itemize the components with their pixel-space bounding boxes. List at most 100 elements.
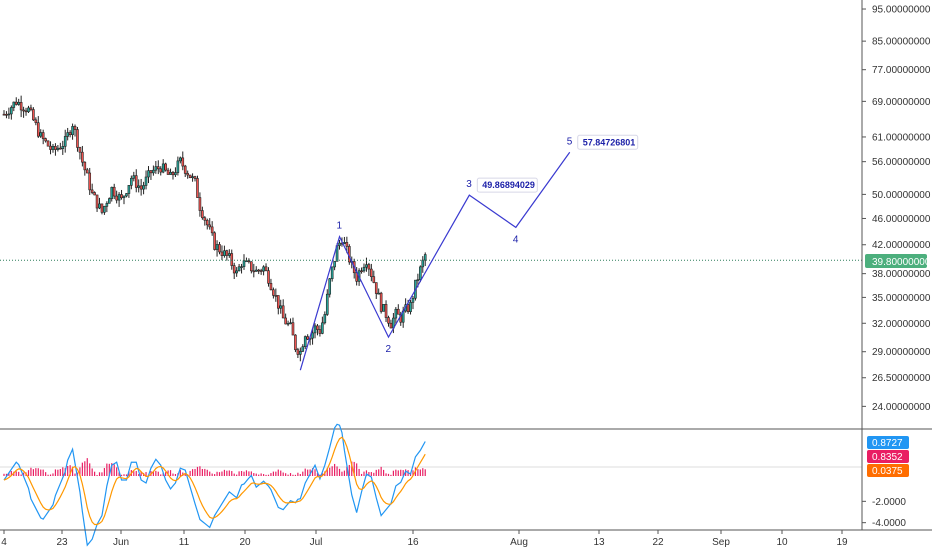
candle-up <box>394 308 398 319</box>
candle-down <box>264 266 268 271</box>
candle-up <box>423 254 427 261</box>
time-tick-label: Jul <box>310 537 323 548</box>
candle-down <box>379 292 383 312</box>
wave-label-2: 2 <box>385 344 391 355</box>
candle-up <box>421 259 425 268</box>
time-tick-label: 11 <box>179 537 190 548</box>
candle-down <box>81 151 84 163</box>
candle-down <box>2 113 6 116</box>
candle-up <box>245 260 248 263</box>
wave-label-1: 1 <box>337 221 343 232</box>
wave-callout-value: 49.86894029 <box>482 180 535 190</box>
time-tick-label: 13 <box>593 537 605 548</box>
macd-histogram <box>3 458 426 476</box>
price-tick-label: 35.00000000 <box>872 293 931 304</box>
candle-up <box>108 198 111 204</box>
candle-up <box>71 126 74 136</box>
candle-down <box>389 322 393 329</box>
candle-up <box>419 266 422 280</box>
candle-down <box>78 147 82 153</box>
price-tick-label: 32.00000000 <box>872 319 931 330</box>
candle-down <box>73 126 77 130</box>
wave-callout-box <box>577 134 639 150</box>
candle-down <box>149 170 153 174</box>
candle-up <box>328 278 332 295</box>
candle-up <box>17 102 20 105</box>
candle-down <box>183 165 187 174</box>
candle-up <box>313 325 317 334</box>
candle-up <box>130 177 133 186</box>
elliott-wave-path[interactable] <box>299 151 571 371</box>
wave-label-3: 3 <box>466 179 472 190</box>
candle-down <box>100 203 104 213</box>
candle-up <box>63 136 67 147</box>
candle-down <box>210 226 214 234</box>
price-pane[interactable]: 1 2 3 4 5 49.86894029 57.84726801 <box>0 95 862 371</box>
macd-pane[interactable] <box>0 423 862 547</box>
candle-down <box>367 264 371 270</box>
candle-down <box>203 217 207 221</box>
candle-up <box>12 101 16 108</box>
time-tick-label: 23 <box>56 537 68 548</box>
candle-down <box>284 317 287 325</box>
time-tick-labels: 4 23 Jun 11 20 Jul 16 Aug 13 22 Sep 10 19 <box>1 530 848 548</box>
candle-down <box>281 305 285 319</box>
macd-value-badge-bg <box>867 450 909 463</box>
candle-down <box>294 334 297 351</box>
candle-down <box>387 317 390 324</box>
candle-up <box>323 314 327 324</box>
macd-tick-label: -2.0000 <box>872 497 906 508</box>
candle-up <box>110 186 114 199</box>
candle-down <box>269 283 273 291</box>
candle-down <box>272 289 275 296</box>
candle-up <box>235 270 238 274</box>
candle-down <box>22 109 25 112</box>
candle-up <box>362 266 366 272</box>
candle-down <box>220 251 224 256</box>
candle-down <box>88 172 92 191</box>
macd-line <box>3 423 426 547</box>
candle-up <box>365 264 368 268</box>
candle-up <box>98 203 101 209</box>
candle-down <box>83 161 87 171</box>
candle-up <box>66 132 69 137</box>
price-tick-label: 24.00000000 <box>872 402 931 413</box>
time-axis[interactable]: 4 23 Jun 11 20 Jul 16 Aug 13 22 Sep 10 19 <box>0 529 932 548</box>
candle-series <box>2 95 427 362</box>
time-tick-label: 4 <box>1 537 7 548</box>
candle-down <box>76 129 79 148</box>
candle-down <box>257 269 260 272</box>
candle-down <box>291 322 295 336</box>
price-tick-label: 69.00000000 <box>872 97 931 108</box>
candle-down <box>259 270 263 272</box>
candle-down <box>54 146 57 150</box>
price-axis[interactable]: 95.00000000 85.00000000 77.00000000 69.0000… <box>861 0 931 530</box>
candle-up <box>152 169 155 174</box>
candle-up <box>7 113 11 116</box>
candle-down <box>134 175 138 188</box>
current-price-badge-bg <box>865 254 927 268</box>
price-tick-label: 77.00000000 <box>872 65 931 76</box>
candle-down <box>46 140 50 147</box>
macd-value-badge-text: 0.8727 <box>872 438 903 449</box>
wave-label-5: 5 <box>567 136 573 147</box>
candle-up <box>117 194 121 201</box>
macd-tick-labels: -2.0000 -4.0000 <box>862 497 906 529</box>
time-tick-label: Jun <box>113 537 129 548</box>
time-tick-label: 16 <box>407 537 419 548</box>
candle-down <box>372 276 376 283</box>
candle-up <box>154 166 158 171</box>
candle-down <box>41 132 45 139</box>
candle-up <box>240 266 243 268</box>
macd-value-badge-text: 0.8352 <box>872 452 903 463</box>
candle-up <box>303 336 307 347</box>
candle-down <box>213 232 216 250</box>
candle-up <box>377 292 380 295</box>
macd-value-badge-bg <box>867 436 909 449</box>
candle-down <box>230 253 234 266</box>
price-tick-label: 38.00000000 <box>872 269 931 280</box>
candle-down <box>225 250 229 256</box>
macd-value-badge-text: 0.0375 <box>872 466 903 477</box>
time-tick-label: 20 <box>239 537 251 548</box>
